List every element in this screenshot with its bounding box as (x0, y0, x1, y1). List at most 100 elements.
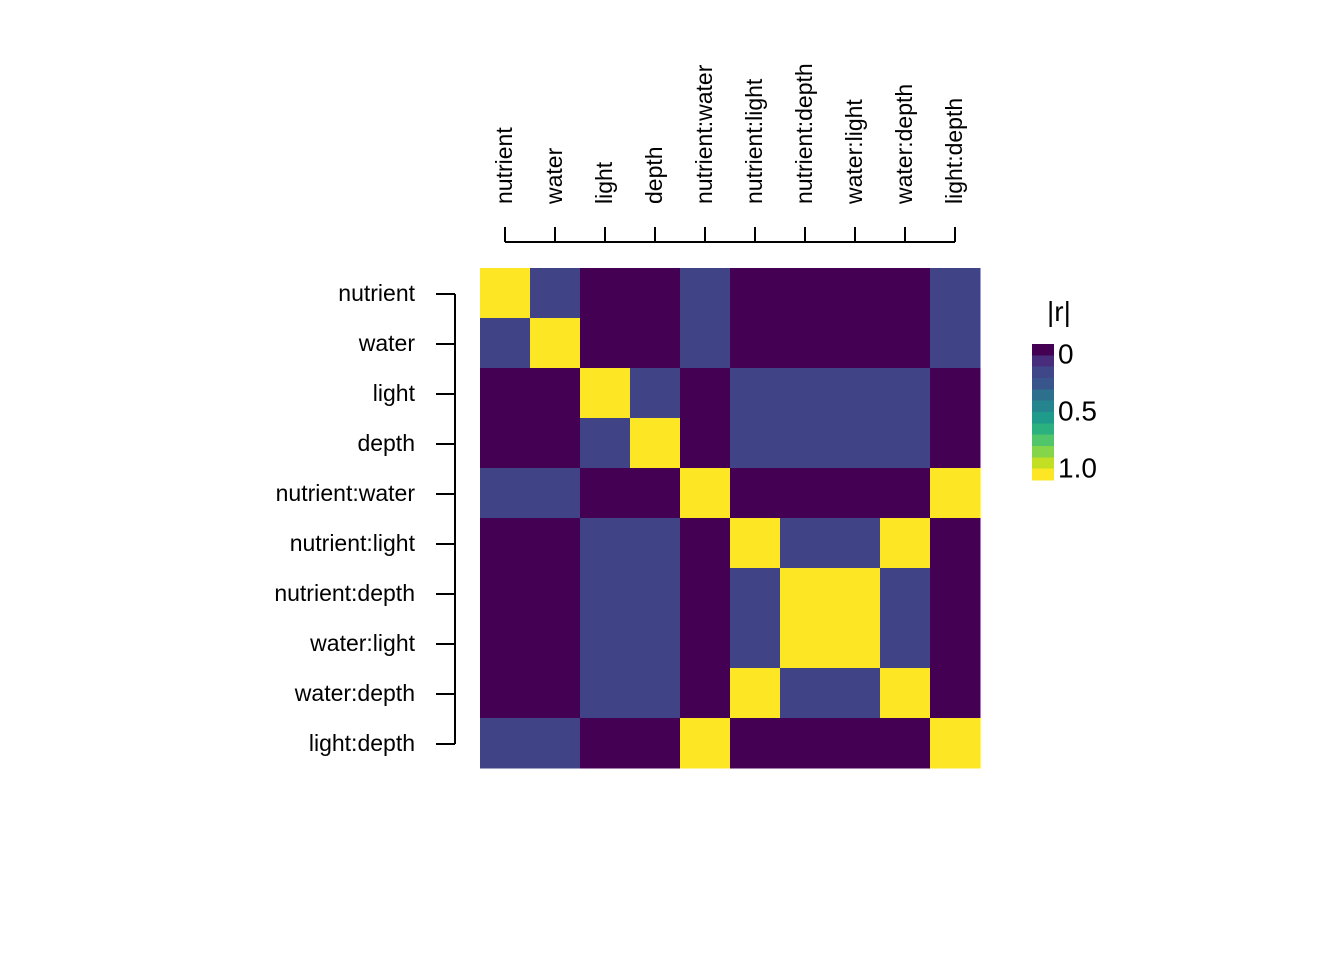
heatmap-cell-light-depth-x-light (580, 718, 631, 769)
legend-labels: 0 0.5 1.0 (1058, 338, 1097, 483)
heatmap-cell-depth-x-depth (630, 418, 681, 469)
heatmap-cell-nutrient-x-depth (630, 268, 681, 319)
heatmap-cell-nutrient-depth-x-nutrient (480, 568, 531, 619)
heatmap-cell-light-x-water (530, 368, 581, 419)
heatmap-cell-water-depth-x-light-depth (930, 668, 981, 719)
heatmap-cell-light-depth-x-nutrient (480, 718, 531, 769)
heatmap-cell-nutrient-depth-x-water (530, 568, 581, 619)
column-label-water: water (541, 147, 567, 205)
row-label-water-light: water:light (309, 630, 415, 656)
legend-swatch-11 (1032, 468, 1054, 481)
heatmap-cell-light-depth-x-nutrient-depth (780, 718, 831, 769)
heatmap-cell-water-light-x-nutrient-light (730, 618, 781, 669)
heatmap-cell-light-depth-x-depth (630, 718, 681, 769)
column-label-nutrient: nutrient (491, 127, 517, 204)
column-label-light: light (591, 161, 617, 204)
heatmap-cell-water-light-x-nutrient-water (680, 618, 731, 669)
heatmap-cell-depth-x-light-depth (930, 418, 981, 469)
heatmap-cell-light-depth-x-nutrient-water (680, 718, 731, 769)
heatmap-cell-nutrient-water-x-water (530, 468, 581, 519)
heatmap-cell-nutrient-x-water (530, 268, 581, 319)
row-label-nutrient-water: nutrient:water (276, 480, 416, 506)
heatmap-cell-nutrient-depth-x-light-depth (930, 568, 981, 619)
heatmap-cell-nutrient-x-nutrient-light (730, 268, 781, 319)
legend-swatches (1032, 344, 1054, 481)
heatmap-cell-light-depth-x-nutrient-light (730, 718, 781, 769)
column-label-nutrient-depth: nutrient:depth (791, 63, 817, 204)
legend-swatch-8 (1032, 434, 1054, 447)
heatmap-cell-nutrient-water-x-water-light (830, 468, 881, 519)
heatmap-cell-water-x-light-depth (930, 318, 981, 369)
legend-label-1: 0.5 (1058, 395, 1097, 426)
column-label-water-depth: water:depth (891, 84, 917, 205)
heatmap-cell-nutrient-depth-x-water-depth (880, 568, 931, 619)
heatmap-cell-depth-x-nutrient-water (680, 418, 731, 469)
heatmap-cell-nutrient-x-nutrient-water (680, 268, 731, 319)
heatmap-cell-nutrient-light-x-nutrient-water (680, 518, 731, 569)
heatmap-cell-nutrient-water-x-nutrient-water (680, 468, 731, 519)
heatmap-cell-nutrient-depth-x-depth (630, 568, 681, 619)
heatmap-cell-water-depth-x-water-light (830, 668, 881, 719)
column-label-light-depth: light:depth (941, 98, 967, 204)
heatmap-cell-nutrient-light-x-water-depth (880, 518, 931, 569)
heatmap-cell-nutrient-light-x-depth (630, 518, 681, 569)
legend-swatch-5 (1032, 400, 1054, 413)
heatmap-cell-nutrient-light-x-nutrient (480, 518, 531, 569)
heatmap-cell-nutrient-x-nutrient (480, 268, 531, 319)
heatmap-cell-light-x-water-light (830, 368, 881, 419)
heatmap-cells (480, 268, 981, 769)
column-label-depth: depth (641, 146, 667, 204)
heatmap-cell-light-depth-x-water (530, 718, 581, 769)
row-label-water-depth: water:depth (294, 680, 415, 706)
heatmap-cell-nutrient-water-x-light-depth (930, 468, 981, 519)
legend-swatch-9 (1032, 446, 1054, 458)
heatmap-cell-water-x-water (530, 318, 581, 369)
heatmap-cell-water-x-water-depth (880, 318, 931, 369)
heatmap-cell-water-light-x-water (530, 618, 581, 669)
heatmap-cell-water-light-x-nutrient (480, 618, 531, 669)
heatmap-cell-nutrient-x-light-depth (930, 268, 981, 319)
heatmap-cell-depth-x-water-depth (880, 418, 931, 469)
heatmap-cell-water-x-light (580, 318, 631, 369)
heatmap-cell-light-x-nutrient (480, 368, 531, 419)
heatmap-cell-nutrient-light-x-nutrient-light (730, 518, 781, 569)
heatmap-cell-nutrient-water-x-depth (630, 468, 681, 519)
row-label-depth: depth (357, 430, 415, 456)
heatmap-cell-light-x-light-depth (930, 368, 981, 419)
heatmap-cell-water-depth-x-nutrient-light (730, 668, 781, 719)
heatmap-cell-depth-x-light (580, 418, 631, 469)
heatmap-cell-nutrient-depth-x-nutrient-depth (780, 568, 831, 619)
heatmap-cell-nutrient-x-light (580, 268, 631, 319)
heatmap-cell-nutrient-light-x-water (530, 518, 581, 569)
heatmap-cell-nutrient-light-x-light-depth (930, 518, 981, 569)
heatmap-cell-nutrient-x-nutrient-depth (780, 268, 831, 319)
legend-title: |r| (1047, 296, 1071, 327)
heatmap-cell-depth-x-nutrient (480, 418, 531, 469)
heatmap-cell-nutrient-water-x-nutrient (480, 468, 531, 519)
heatmap-cell-water-depth-x-light (580, 668, 631, 719)
heatmap-cell-water-light-x-depth (630, 618, 681, 669)
color-legend: |r| 0 0.5 1.0 (1032, 296, 1097, 483)
heatmap-cell-water-light-x-nutrient-depth (780, 618, 831, 669)
heatmap-cell-depth-x-water-light (830, 418, 881, 469)
heatmap-cell-light-depth-x-water-depth (880, 718, 931, 769)
top-axis: nutrient water light depth nutrient:water nut… (491, 63, 967, 243)
row-label-nutrient-light: nutrient:light (290, 530, 416, 556)
heatmap-cell-nutrient-light-x-nutrient-depth (780, 518, 831, 569)
heatmap-cell-water-x-water-light (830, 318, 881, 369)
column-label-nutrient-water: nutrient:water (691, 64, 717, 204)
heatmap-cell-water-light-x-light (580, 618, 631, 669)
row-label-nutrient: nutrient (338, 280, 415, 306)
heatmap-cell-light-x-nutrient-light (730, 368, 781, 419)
heatmap-cell-nutrient-water-x-nutrient-light (730, 468, 781, 519)
heatmap-cell-water-light-x-water-depth (880, 618, 931, 669)
legend-label-0: 0 (1058, 338, 1074, 369)
legend-swatch-10 (1032, 457, 1054, 470)
heatmap-cell-water-depth-x-depth (630, 668, 681, 719)
legend-label-2: 1.0 (1058, 452, 1097, 483)
legend-swatch-7 (1032, 423, 1054, 436)
left-axis: nutrient water light depth nutrient:water nut… (274, 280, 456, 756)
heatmap-cell-water-light-x-water-light (830, 618, 881, 669)
heatmap-cell-depth-x-nutrient-light (730, 418, 781, 469)
heatmap-cell-nutrient-light-x-water-light (830, 518, 881, 569)
